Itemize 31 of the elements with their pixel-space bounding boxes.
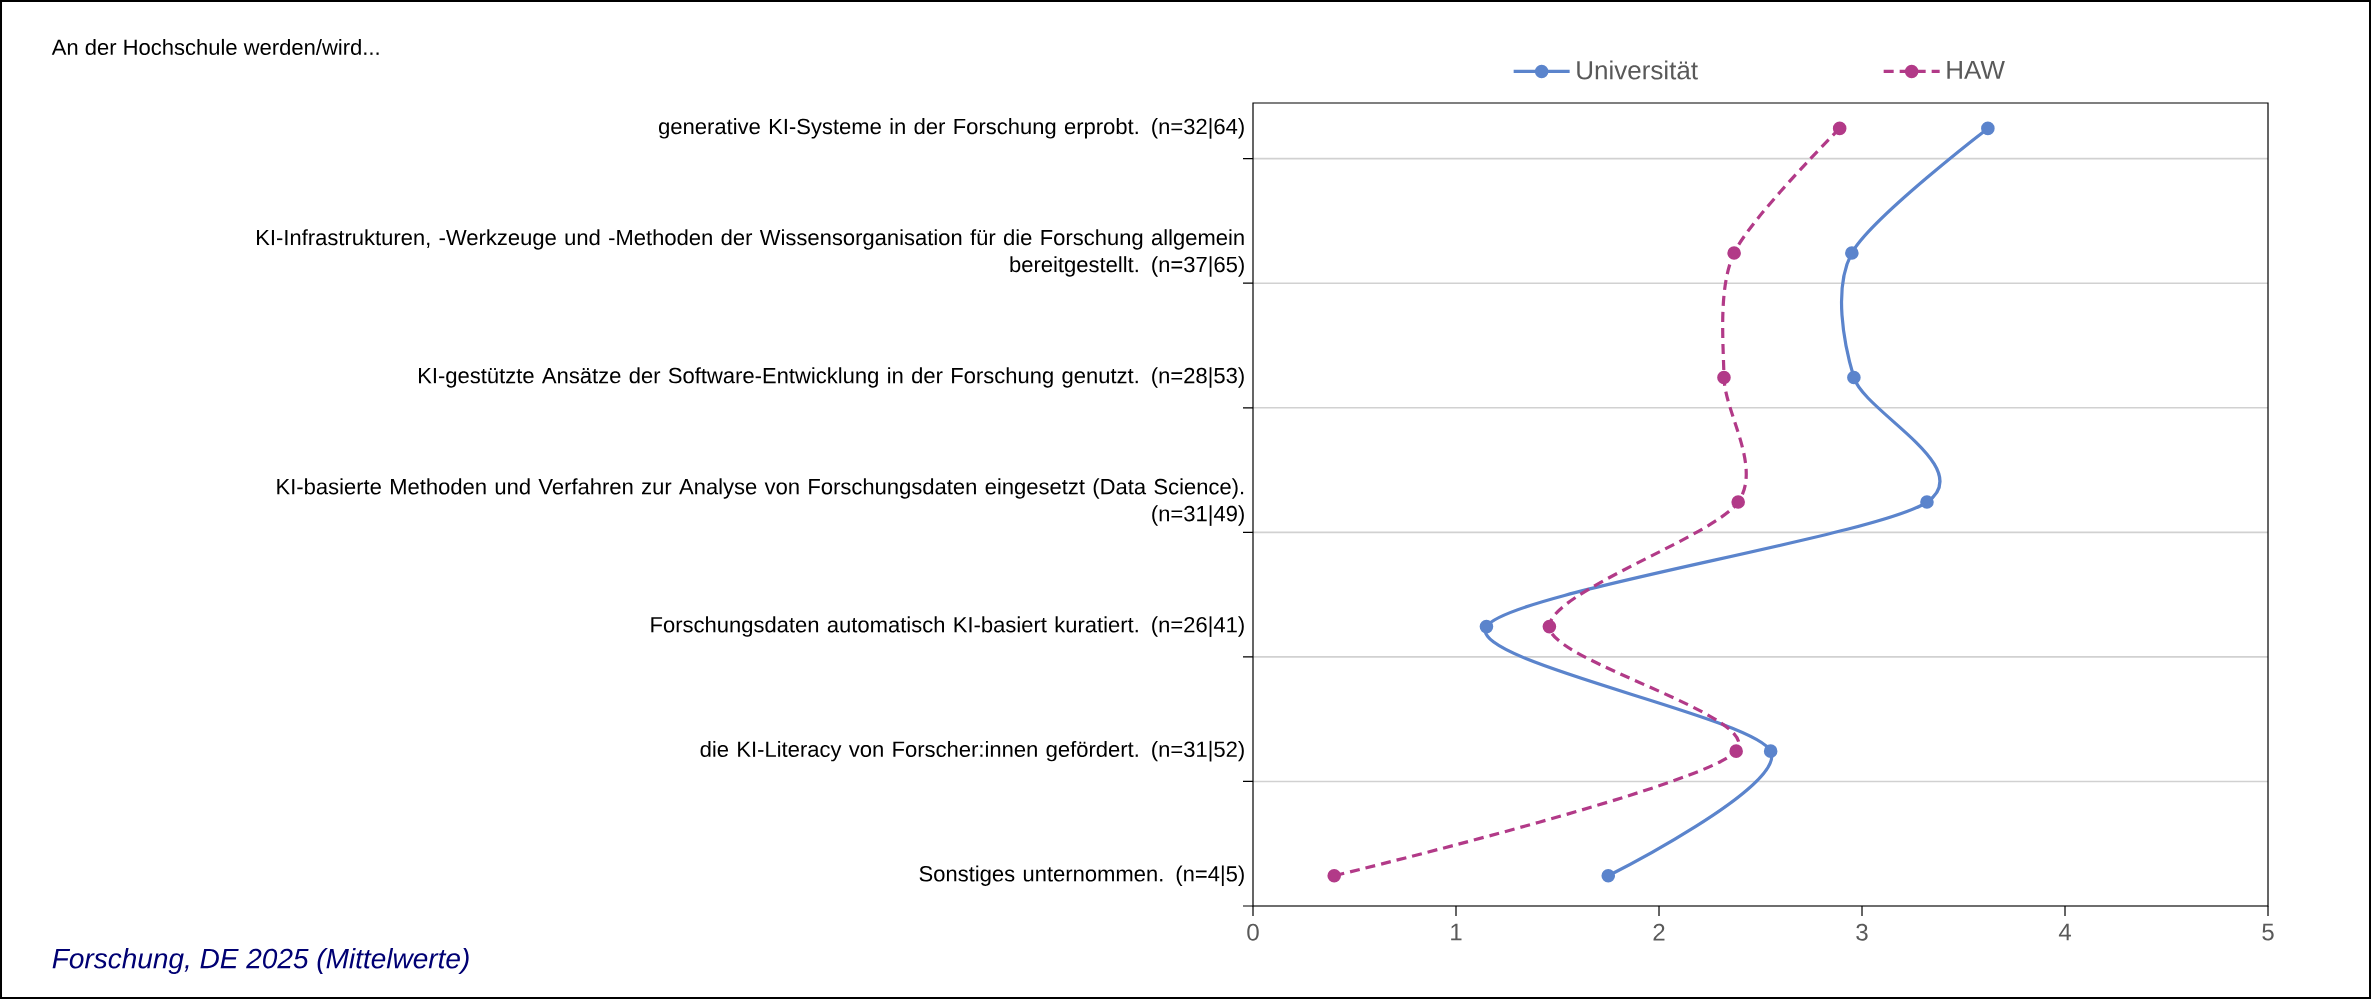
point	[1601, 868, 1616, 883]
x-tick-label: 4	[2058, 923, 2071, 941]
point	[1727, 246, 1741, 260]
point	[1920, 495, 1934, 509]
point	[1729, 744, 1743, 758]
point	[1542, 619, 1557, 634]
y-tick-label: Sonstiges unternommen. (n=4|5)	[919, 865, 1244, 887]
point	[1327, 868, 1341, 883]
text: An der Hochschule werden/wird...	[51, 38, 379, 56]
text: Forschung, DE 2025 (Mittelwerte)	[52, 947, 469, 975]
x-tick-label: 3	[1856, 923, 1868, 941]
y-tick-label: KI-gestützte Ansätze der Software-Entwicklung in der Forschung genutzt. (n=28|53)	[419, 367, 1244, 388]
point	[1832, 121, 1847, 136]
point	[1717, 370, 1731, 385]
y-tick-label: generative KI-Systeme in der Forschung erprobt. (n=32|64)	[659, 118, 1244, 139]
y-tick-label: KI-Infrastrukturen, -Werkzeuge und -Methoden der Wissensorganisation für die Forschung allgemein bereitgestellt. (n=37|65)	[257, 229, 1244, 277]
point	[1847, 370, 1861, 385]
x-tick-label: 2	[1653, 923, 1665, 941]
point	[1981, 121, 1995, 136]
point	[1763, 744, 1778, 758]
point	[1479, 619, 1494, 634]
legend-label: HAW	[1947, 60, 2005, 79]
point	[1731, 495, 1745, 509]
legend-label: Universität	[1577, 60, 1698, 80]
y-tick-label: KI-basierte Methoden und Verfahren zur Analyse von Forschungsdaten eingesetzt (Data Science). (n=31|49)	[277, 478, 1244, 526]
y-tick-label: die KI-Literacy von Forscher:innen gefördert. (n=31|52)	[700, 740, 1244, 762]
point	[1845, 246, 1859, 260]
x-tick-label: 1	[1451, 923, 1462, 941]
y-tick-label: Forschungsdaten automatisch KI-basiert kuratiert. (n=26|41)	[651, 616, 1244, 637]
x-tick-label: 5	[2262, 923, 2274, 941]
x-tick-label: 0	[1247, 923, 1259, 941]
